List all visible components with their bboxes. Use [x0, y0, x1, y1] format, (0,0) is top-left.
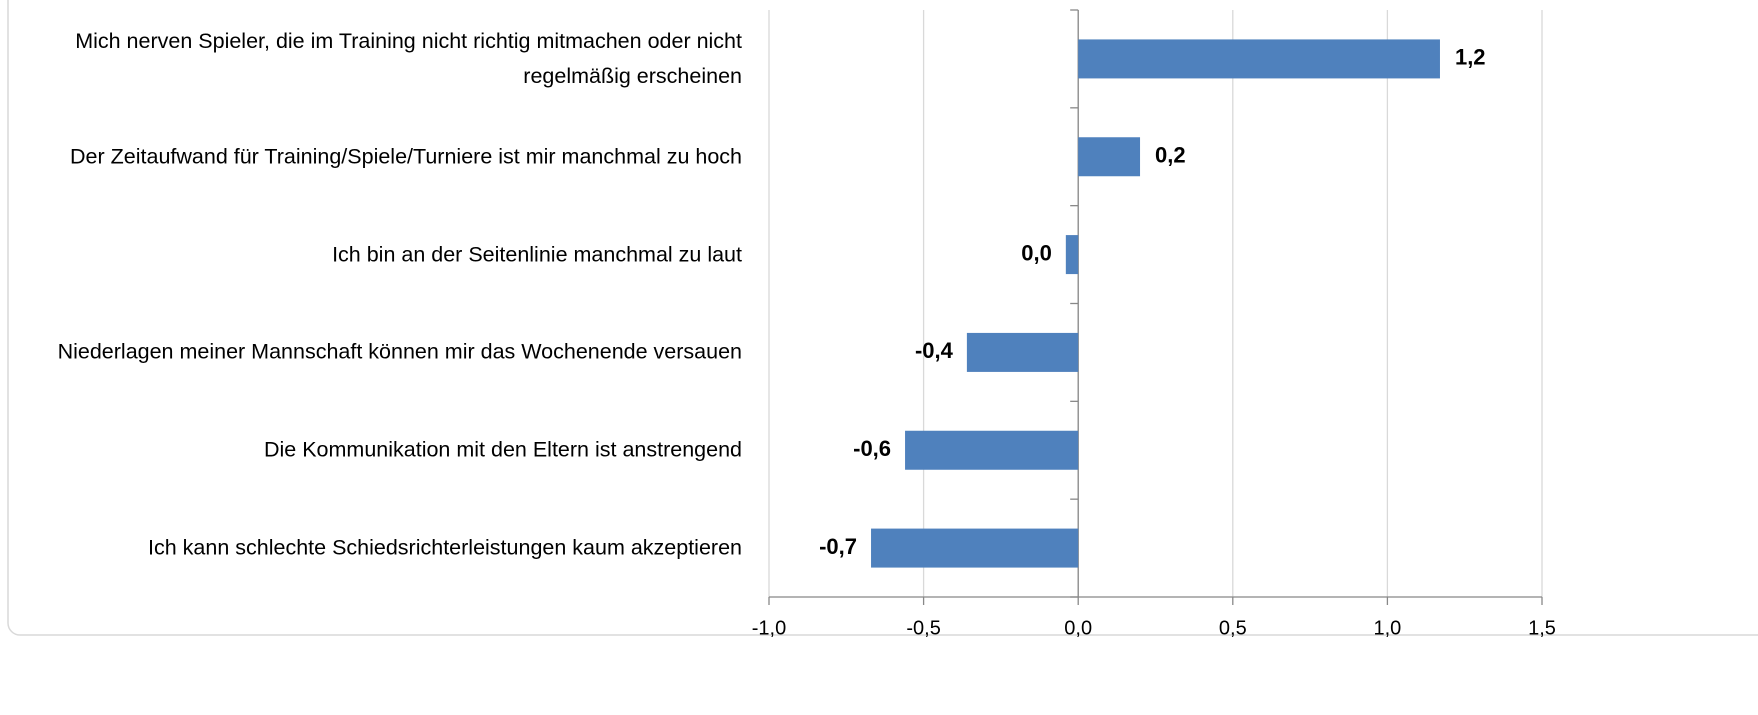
- x-tick-label: 0,0: [1064, 617, 1092, 639]
- x-tick-label: 0,5: [1219, 617, 1247, 639]
- data-label: -0,4: [915, 338, 954, 363]
- bar: [1078, 39, 1440, 79]
- data-label: -0,7: [819, 534, 857, 559]
- chart-border: [7, 0, 1758, 636]
- bar: [905, 430, 1079, 470]
- y-tick-label: Niederlagen meiner Mannschaft können mir…: [57, 339, 742, 364]
- bar: [1078, 137, 1141, 177]
- bar: [1065, 235, 1079, 275]
- y-tick-label: Der Zeitaufwand für Training/Spiele/Turn…: [70, 144, 742, 169]
- data-label: -0,6: [853, 436, 891, 461]
- bar: [966, 332, 1079, 372]
- x-tick-label: -0,5: [906, 617, 940, 639]
- x-tick-label: 1,0: [1373, 617, 1401, 639]
- y-tick-label: Mich nerven Spieler, die im Training nic…: [75, 28, 742, 88]
- y-tick-label: Ich bin an der Seitenlinie manchmal zu l…: [332, 242, 742, 267]
- data-label: 1,2: [1455, 45, 1486, 70]
- x-tick-label: -1,0: [752, 617, 786, 639]
- data-label: 0,0: [1021, 240, 1052, 265]
- data-label: 0,2: [1155, 143, 1186, 168]
- y-tick-label: Die Kommunikation mit den Eltern ist ans…: [263, 437, 742, 462]
- bar: [871, 528, 1079, 568]
- y-tick-label: Ich kann schlechte Schiedsrichterleistun…: [148, 535, 742, 560]
- x-tick-label: 1,5: [1528, 617, 1556, 639]
